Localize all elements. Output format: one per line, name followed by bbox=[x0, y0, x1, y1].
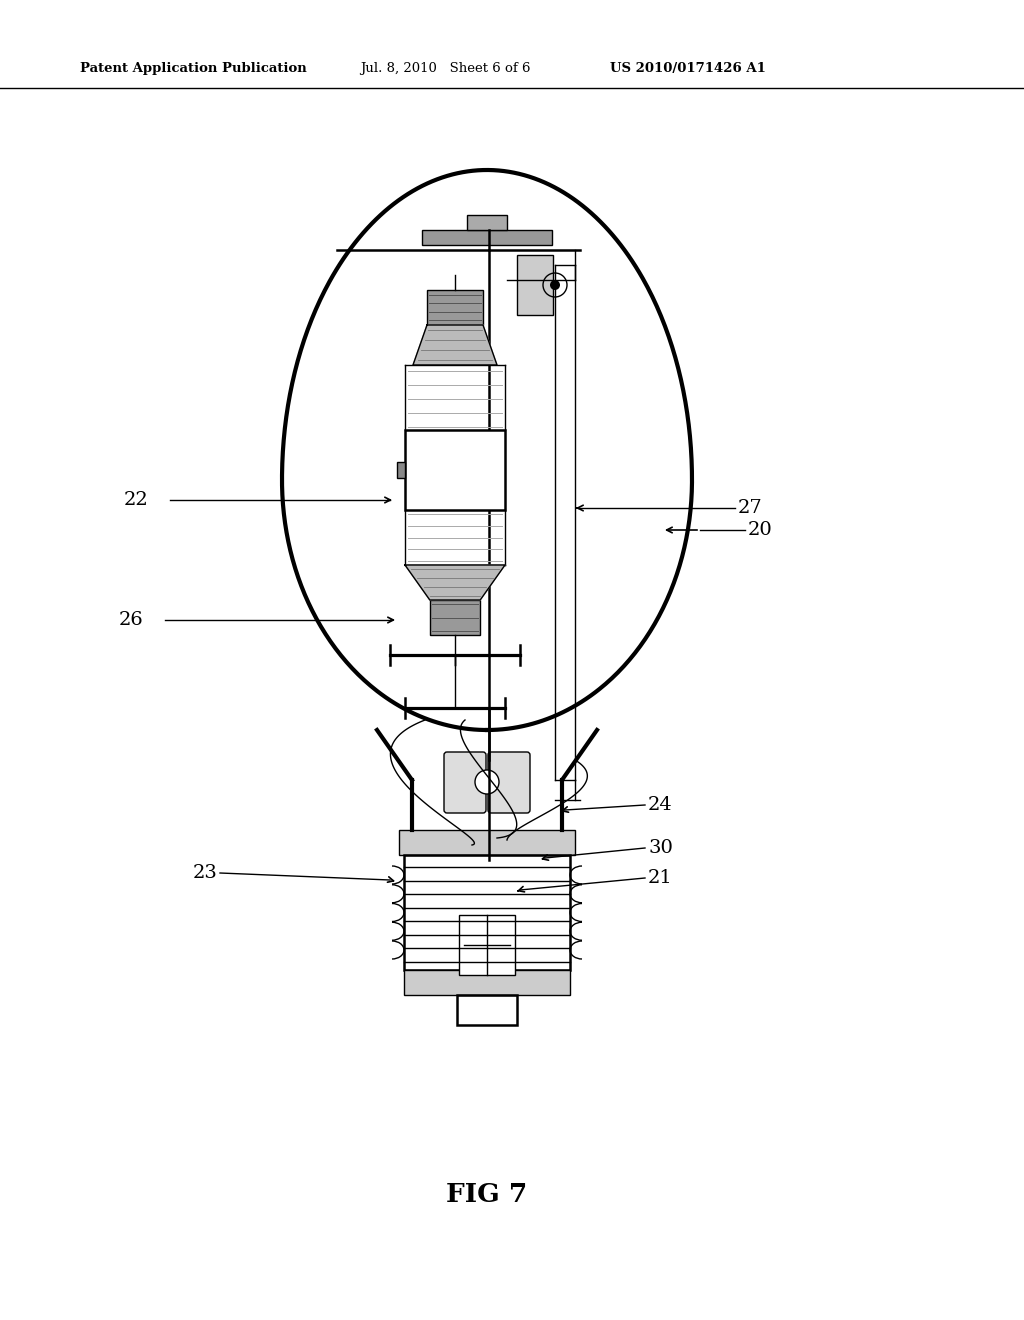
Text: Jul. 8, 2010   Sheet 6 of 6: Jul. 8, 2010 Sheet 6 of 6 bbox=[360, 62, 530, 75]
Polygon shape bbox=[406, 565, 505, 601]
Text: FIG 7: FIG 7 bbox=[446, 1183, 527, 1208]
Text: 23: 23 bbox=[194, 865, 218, 882]
Text: 30: 30 bbox=[648, 840, 673, 857]
Bar bbox=[399, 830, 575, 855]
Bar bbox=[430, 601, 480, 635]
Text: 20: 20 bbox=[748, 521, 773, 539]
Bar bbox=[457, 995, 517, 1026]
Text: 26: 26 bbox=[118, 611, 143, 630]
Bar bbox=[406, 430, 505, 510]
FancyBboxPatch shape bbox=[444, 752, 486, 813]
Text: US 2010/0171426 A1: US 2010/0171426 A1 bbox=[610, 62, 766, 75]
Bar bbox=[517, 255, 553, 315]
Circle shape bbox=[475, 770, 499, 795]
Circle shape bbox=[550, 280, 560, 290]
Polygon shape bbox=[413, 325, 497, 366]
Text: 22: 22 bbox=[123, 491, 148, 510]
Bar bbox=[427, 290, 483, 325]
FancyBboxPatch shape bbox=[488, 752, 530, 813]
Bar bbox=[404, 970, 570, 995]
Bar bbox=[467, 215, 507, 230]
Text: 24: 24 bbox=[648, 796, 673, 814]
Bar bbox=[422, 230, 552, 246]
Bar bbox=[459, 915, 515, 975]
Text: Patent Application Publication: Patent Application Publication bbox=[80, 62, 307, 75]
Bar bbox=[397, 462, 406, 478]
Text: 27: 27 bbox=[738, 499, 763, 517]
Text: 21: 21 bbox=[648, 869, 673, 887]
Bar bbox=[404, 855, 570, 970]
